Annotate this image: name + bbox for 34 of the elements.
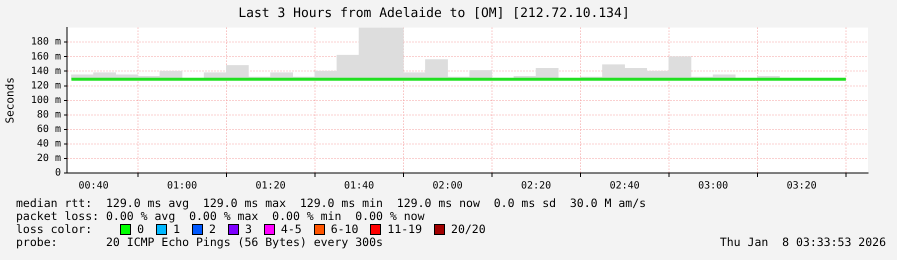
- y-tick-label: 80 m: [36, 109, 61, 120]
- text: 20/20: [451, 222, 486, 236]
- x-tick-label: 01:00: [167, 180, 198, 192]
- x-tick-label: 02:20: [521, 180, 552, 192]
- text: 0: [137, 222, 144, 236]
- x-tick-label: 02:00: [432, 180, 463, 192]
- text: 6-10: [330, 222, 358, 236]
- x-tick-label: 01:20: [256, 180, 286, 192]
- x-tick-label: 03:00: [698, 180, 728, 192]
- x-tick-label: 00:40: [78, 180, 109, 192]
- y-tick-label: 0: [54, 168, 61, 179]
- text: 2: [209, 222, 216, 236]
- text: 11-19: [387, 222, 422, 236]
- y-tick-label: 40 m: [36, 138, 61, 150]
- y-tick-label: 100 m: [30, 94, 61, 106]
- x-tick-label: 02:40: [610, 180, 640, 192]
- text: packet loss: 0.00 % avg 0.00 % max 0.00 % min 0.00 % now: [16, 209, 426, 223]
- y-axis-title: Seconds: [3, 77, 16, 124]
- y-tick-label: 160 m: [30, 51, 61, 62]
- text: probe: 20 ICMP Echo Pings (56 Bytes) every 300s: [16, 235, 383, 249]
- chart-title: Last 3 Hours from Adelaide to [OM] [212.72.10.134]: [238, 6, 630, 22]
- y-tick-label: 180 m: [30, 36, 61, 48]
- y-tick-label: 140 m: [30, 66, 61, 77]
- text: median rtt: 129.0 ms avg 129.0 ms max 129.0 ms min 129.0 ms now 0.0 ms sd 30.0 M am/s: [16, 196, 648, 210]
- y-tick-label: 20 m: [36, 153, 61, 164]
- y-tick-label: 120 m: [30, 80, 61, 92]
- x-tick-label: 03:20: [786, 180, 817, 192]
- text: 4-5: [280, 222, 302, 236]
- text: 1: [173, 222, 180, 236]
- x-tick-label: 01:40: [344, 180, 374, 192]
- text: loss color:: [16, 222, 92, 236]
- text: Thu Jan 8 03:33:53 2026: [720, 235, 886, 249]
- y-tick-label: 60 m: [36, 124, 61, 135]
- text: 3: [244, 222, 252, 236]
